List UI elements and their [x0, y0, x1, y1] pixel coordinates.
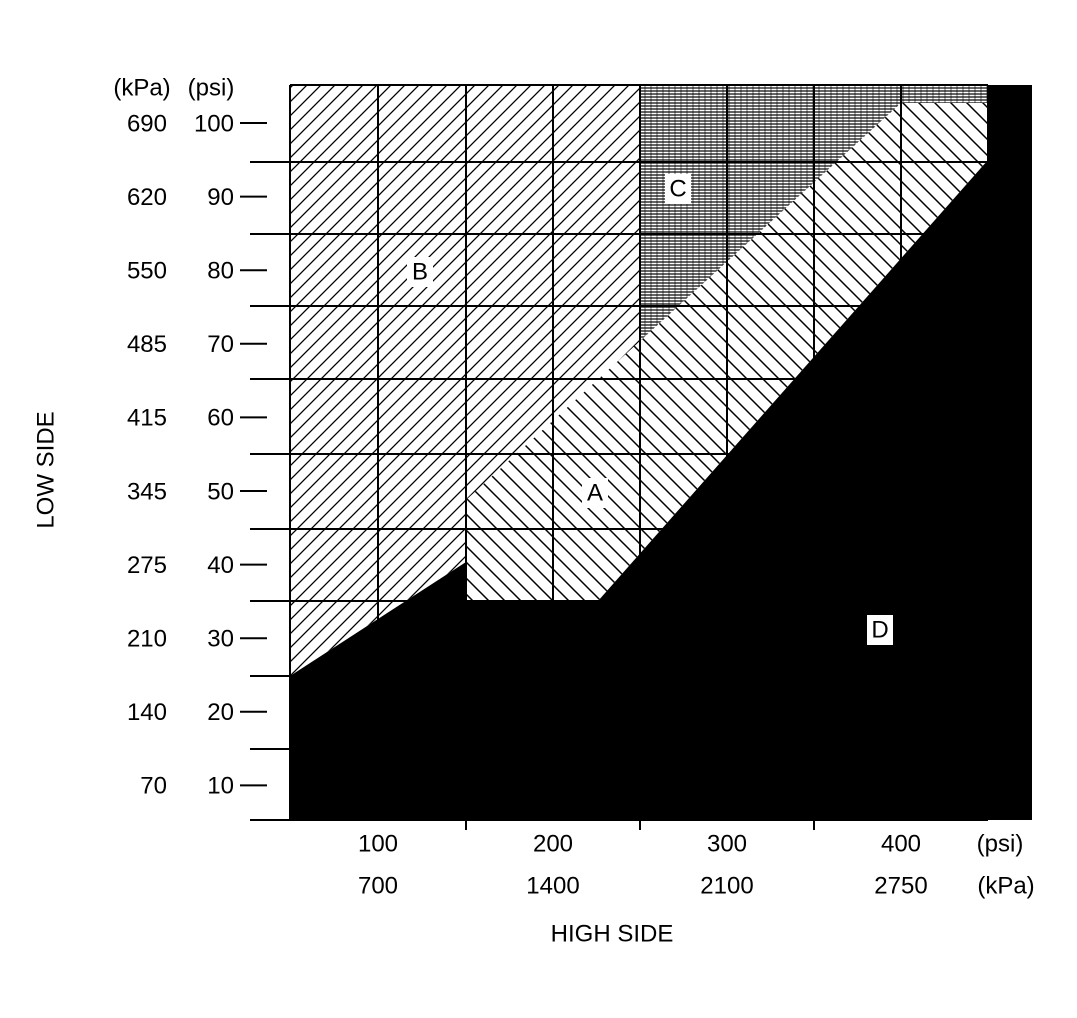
- x-title: HIGH SIDE: [551, 920, 674, 947]
- y-unit-psi: (psi): [188, 74, 235, 101]
- y-label-kpa: 485: [127, 331, 167, 358]
- y-label-kpa: 415: [127, 405, 167, 432]
- y-label-psi: 50: [207, 478, 234, 505]
- y-label-psi: 20: [207, 699, 234, 726]
- x-unit-psi: (psi): [977, 830, 1024, 857]
- region-label-bg: [867, 615, 893, 645]
- x-label-kpa: 2750: [874, 872, 927, 899]
- y-label-kpa: 70: [140, 773, 167, 800]
- y-label-kpa: 140: [127, 699, 167, 726]
- region-label: D: [871, 616, 888, 643]
- y-label-psi: 70: [207, 331, 234, 358]
- region-label-bg: [582, 478, 608, 508]
- y-label-psi: 40: [207, 552, 234, 579]
- region-label-bg: [407, 257, 433, 287]
- y-label-kpa: 620: [127, 184, 167, 211]
- y-label-kpa: 550: [127, 258, 167, 285]
- x-label-kpa: 2100: [700, 872, 753, 899]
- y-label-kpa: 210: [127, 626, 167, 653]
- y-label-psi: 80: [207, 258, 234, 285]
- x-label-psi: 400: [881, 830, 921, 857]
- y-unit-kpa: (kPa): [113, 74, 170, 101]
- y-label-kpa: 690: [127, 110, 167, 137]
- region-label-bg: [665, 174, 691, 204]
- labels: 690 100 620 90 550 80 485 70 415 60 345 50 275 40 210 3…: [32, 74, 1034, 947]
- region-label: B: [412, 258, 428, 285]
- region-label: A: [587, 479, 603, 506]
- y-label-psi: 30: [207, 626, 234, 653]
- y-label-psi: 90: [207, 184, 234, 211]
- y-label-kpa: 275: [127, 552, 167, 579]
- y-label-psi: 100: [194, 110, 234, 137]
- x-label-psi: 300: [707, 830, 747, 857]
- x-label-psi: 200: [533, 830, 573, 857]
- x-label-kpa: 1400: [526, 872, 579, 899]
- y-label-psi: 10: [207, 773, 234, 800]
- grid: [240, 84, 989, 830]
- x-unit-kpa: (kPa): [977, 872, 1034, 899]
- x-label-psi: 100: [358, 830, 398, 857]
- y-title: LOW SIDE: [32, 411, 59, 528]
- region-label: C: [669, 175, 686, 202]
- y-label-kpa: 345: [127, 478, 167, 505]
- y-label-psi: 60: [207, 405, 234, 432]
- x-label-kpa: 700: [358, 872, 398, 899]
- region-d: [290, 85, 1032, 820]
